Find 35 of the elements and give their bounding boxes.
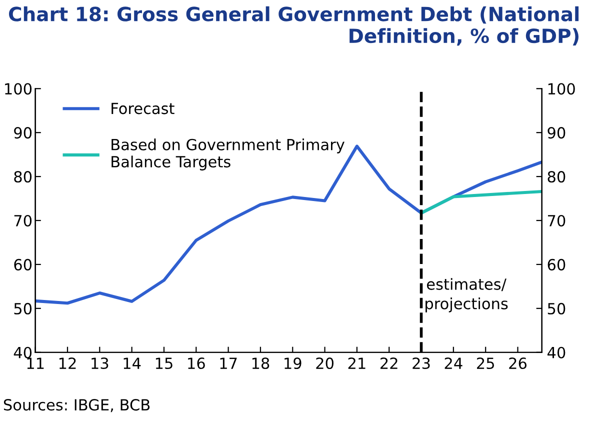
x-tick-label: 17 (220, 358, 237, 369)
y2-tick-label: 70 (548, 214, 566, 227)
source-note: Sources: IBGE, BCB (4, 399, 150, 412)
x-tick-label: 15 (156, 358, 172, 370)
y2-tick-label: 100 (548, 83, 575, 95)
x-tick-label: 12 (59, 358, 76, 369)
y2-tick-label: 50 (548, 302, 566, 314)
legend-label: Forecast (112, 102, 174, 114)
x-tick-label: 23 (412, 358, 430, 370)
y-tick-label: 100 (5, 83, 32, 95)
y2-tick-label: 80 (548, 171, 566, 183)
x-tick-label: 16 (188, 358, 205, 370)
chart-title: Chart 18: Gross General Government Debt (National Definition, % of GDP) (8, 6, 579, 46)
x-tick-label: 13 (92, 358, 108, 370)
x-tick-label: 22 (380, 358, 398, 369)
ref-line-label: estimates/ projections (426, 278, 508, 312)
x-tick-label: 11 (27, 358, 44, 369)
x-tick-label: 14 (124, 358, 141, 369)
y2-tick-label: 40 (547, 346, 566, 358)
y2-tick-label: 90 (548, 127, 566, 139)
legend-label: Based on Government Primary Balance Targets (112, 138, 344, 170)
y-tick-label: 80 (14, 171, 32, 183)
y-tick-label: 40 (14, 346, 32, 358)
x-tick-label: 26 (509, 358, 527, 370)
y-tick-label: 90 (14, 127, 32, 139)
x-tick-label: 20 (316, 358, 334, 370)
y2-tick-label: 60 (548, 258, 566, 270)
x-tick-label: 21 (348, 358, 366, 369)
y-tick-label: 60 (14, 258, 32, 270)
x-tick-label: 24 (444, 358, 462, 369)
y-tick-label: 50 (14, 302, 32, 314)
x-tick-label: 19 (284, 358, 302, 370)
y-tick-label: 70 (14, 214, 32, 227)
x-tick-label: 25 (476, 358, 494, 370)
x-tick-label: 18 (252, 358, 270, 370)
